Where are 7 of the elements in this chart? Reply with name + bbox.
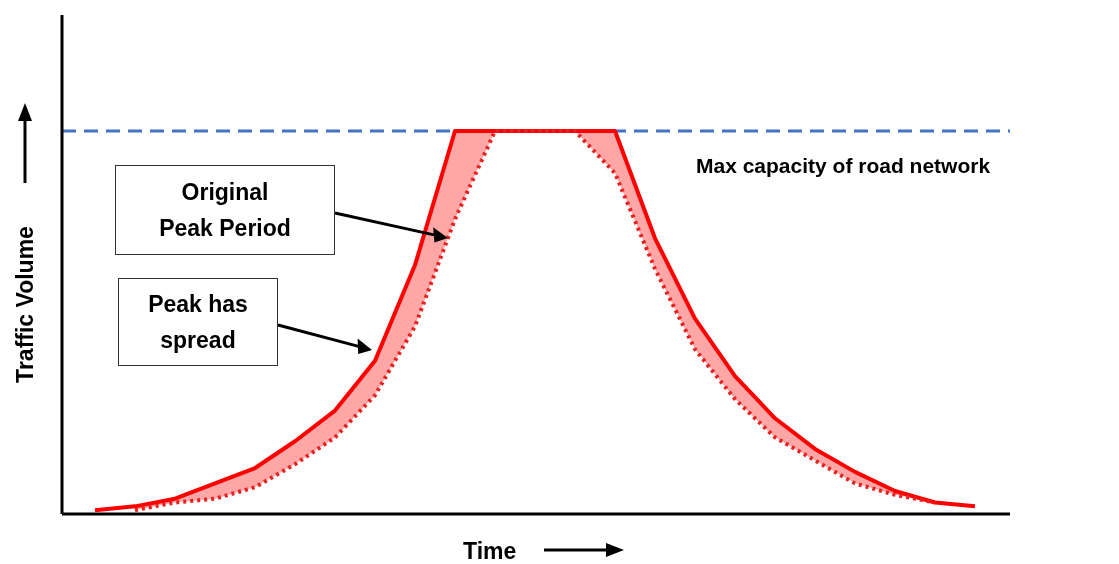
- annotation: Peak has spread: [147, 290, 249, 355]
- callout-box: Peak has spread: [118, 278, 278, 366]
- ref-line-label: Max capacity of road network: [696, 154, 991, 178]
- x-axis-title: Time: [463, 538, 517, 564]
- annotation: Original Peak Period: [158, 178, 292, 243]
- callout-box: Original Peak Period: [115, 165, 335, 255]
- y-axis-title: Traffic Volume: [11, 225, 39, 385]
